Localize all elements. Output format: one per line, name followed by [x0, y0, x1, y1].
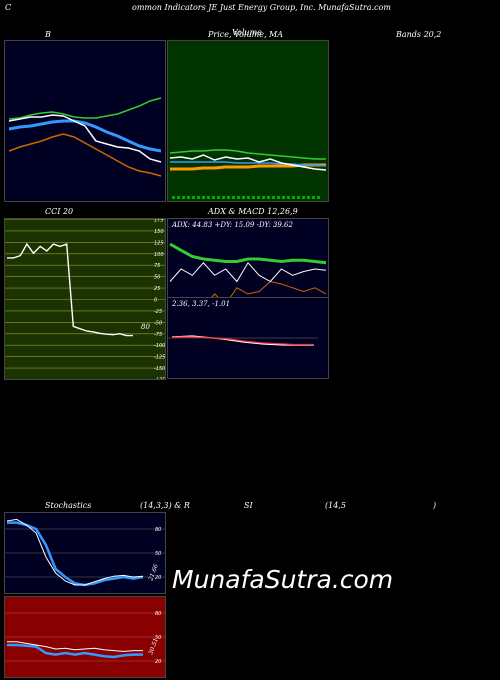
volume-bar	[172, 196, 175, 199]
volume-bar	[202, 196, 205, 199]
bb-label: B	[45, 30, 51, 39]
cci-tick-label: -25	[154, 309, 162, 315]
volume-bar	[282, 196, 285, 199]
adx-series-line	[169, 261, 327, 283]
cci-tick-label: 75	[154, 263, 160, 269]
rsi-close-label: )	[433, 501, 437, 510]
volume-bar	[262, 196, 265, 199]
volume-bar	[197, 196, 200, 199]
rsi-series-line	[7, 643, 143, 659]
bands-label: Bands 20,2	[396, 30, 442, 39]
bb-series-line	[8, 119, 162, 153]
volume-bar	[267, 196, 270, 199]
volume-bar	[242, 196, 245, 199]
price-overlap-label: Volume	[232, 28, 262, 37]
adx-values: ADX: 44.83 +DY: 15.09 -DY: 39.62	[172, 221, 293, 229]
volume-bar	[272, 196, 275, 199]
cci-line	[7, 242, 133, 337]
volume-bar	[277, 196, 280, 199]
volume-bar	[187, 196, 190, 199]
volume-bar	[237, 196, 240, 199]
volume-bar	[232, 196, 235, 199]
rsi-tick-label: 20	[155, 659, 161, 665]
price-panel	[167, 40, 329, 202]
volume-bar	[292, 196, 295, 199]
chart-title: ommon Indicators JE Just Energy Group, I…	[132, 3, 391, 12]
volume-bar	[192, 196, 195, 199]
volume-bar	[312, 196, 315, 199]
adx-series-line	[169, 242, 327, 265]
stoch-tick-label: 20	[155, 575, 161, 581]
volume-bar	[252, 196, 255, 199]
volume-bar	[227, 196, 230, 199]
volume-bar	[247, 196, 250, 199]
bb-series-line	[8, 114, 162, 163]
volume-bar	[182, 196, 185, 199]
cci-value: 80	[141, 323, 150, 331]
stoch-tick-label: 80	[155, 527, 161, 533]
stoch-label: Stochastics	[45, 501, 92, 510]
macd-values: 2.36, 3.37, -1.01	[172, 300, 231, 308]
stoch-chart: 80 50 20	[5, 518, 165, 587]
rsi-tick-label: 50	[155, 635, 161, 641]
volume-bar	[177, 196, 180, 199]
cci-tick-label: 50	[154, 275, 160, 281]
si-label: SI	[244, 501, 253, 510]
header-left-letter: C	[5, 3, 12, 12]
cci-tick-label: -75	[154, 332, 162, 338]
price-series-line	[169, 149, 326, 160]
volume-bar	[257, 196, 260, 199]
cci-label: CCI 20	[45, 207, 74, 216]
rsi-tick-label: 80	[155, 611, 161, 617]
stoch-series-line	[6, 518, 144, 586]
volume-bar	[217, 196, 220, 199]
cci-tick-label: 175	[154, 219, 164, 224]
cci-tick-label: 0	[154, 298, 157, 304]
cci-tick-label: -150	[154, 366, 165, 372]
price-chart	[169, 149, 327, 199]
bollinger-chart	[8, 97, 162, 177]
price-series-line	[170, 161, 327, 167]
rsi-series-line	[7, 641, 143, 652]
price-label: Price, Volume, MA	[208, 30, 284, 39]
cci-tick-label: -125	[154, 355, 165, 361]
cci-panel: 175 150 125 100 75 50 25 0 -25 -50 -75 -100 -125 -150…	[4, 218, 166, 380]
stoch-tick-label: 50	[155, 551, 161, 557]
adx-macd-label: ADX & MACD 12,26,9	[208, 207, 298, 216]
macd-chart	[168, 335, 318, 346]
rsi-params-label: (14,5	[325, 501, 346, 510]
bb-series-line	[8, 133, 162, 177]
bollinger-panel	[4, 40, 166, 202]
rsi-chart: 80 50 20	[5, 611, 165, 665]
cci-tick-label: 100	[154, 252, 164, 258]
macd-series-line	[171, 336, 314, 346]
cci-tick-label: 25	[154, 286, 160, 292]
stoch-series-line	[7, 521, 144, 587]
rsi-panel: 80 50 20 30.51	[4, 596, 166, 678]
volume-bar	[302, 196, 305, 199]
bb-series-line	[8, 97, 162, 120]
macd-panel: 2.36, 3.37, -1.01	[167, 297, 329, 379]
volume-bar	[307, 196, 310, 199]
volume-bar	[287, 196, 290, 199]
price-series-line	[169, 154, 327, 171]
cci-chart: 175 150 125 100 75 50 25 0 -25 -50 -75 -100 -125 -150…	[5, 219, 165, 379]
volume-bar	[212, 196, 215, 199]
cci-tick-label: -50	[154, 320, 162, 326]
cci-tick-label: 150	[154, 229, 164, 235]
cci-tick-label: 125	[154, 240, 164, 246]
cci-tick-label: -100	[154, 343, 165, 349]
stoch-params-label: (14,3,3) & R	[140, 501, 190, 510]
cci-tick-label: -175	[154, 378, 165, 380]
macd-series-line	[171, 335, 314, 346]
watermark: MunafaSutra.com	[172, 565, 394, 594]
volume-bar	[222, 196, 225, 199]
stoch-panel: 80 50 20 21.66	[4, 512, 166, 594]
volume-bar	[297, 196, 300, 199]
volume-bar	[207, 196, 210, 199]
volume-bar	[317, 196, 320, 199]
